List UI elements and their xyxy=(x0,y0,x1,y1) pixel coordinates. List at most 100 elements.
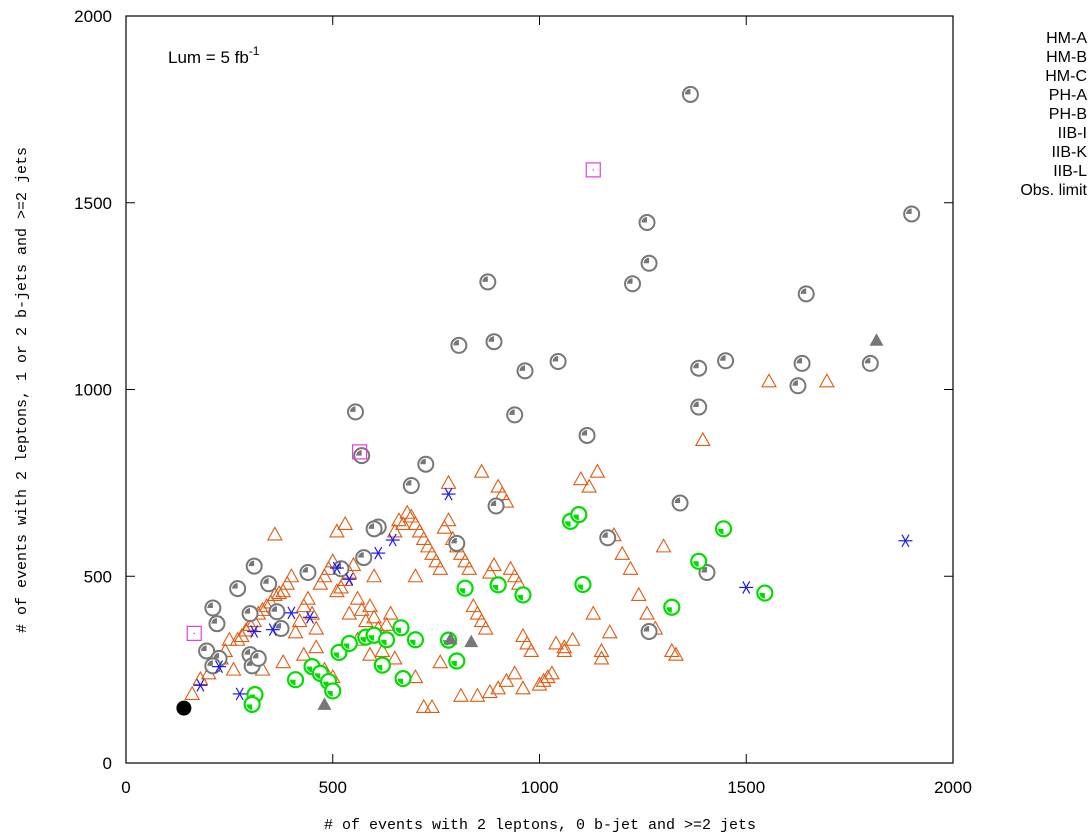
data-point xyxy=(717,352,735,370)
data-point xyxy=(452,545,469,560)
data-point xyxy=(593,642,610,658)
data-point xyxy=(663,598,681,616)
data-point xyxy=(640,623,658,641)
data-point xyxy=(614,545,631,560)
data-point xyxy=(441,487,456,501)
legend-entry: Obs. limit xyxy=(1020,182,1087,199)
data-point xyxy=(903,205,921,223)
data-point xyxy=(342,572,357,586)
data-point xyxy=(245,557,263,575)
data-point xyxy=(789,377,807,395)
data-point xyxy=(690,552,708,570)
data-point xyxy=(386,650,403,665)
legend-entry: IIB-L xyxy=(1053,163,1087,180)
data-point xyxy=(861,354,879,372)
data-point xyxy=(535,672,552,687)
data-point xyxy=(349,590,366,605)
data-point xyxy=(578,426,596,444)
data-point xyxy=(357,612,374,628)
data-point xyxy=(585,605,602,620)
data-point xyxy=(581,478,598,493)
legend-entry: HM-B xyxy=(1046,49,1087,66)
data-point xyxy=(601,624,618,639)
data-point xyxy=(371,546,386,560)
x-tick-label: 1000 xyxy=(521,778,559,797)
data-point xyxy=(254,601,271,616)
data-point xyxy=(485,333,503,351)
data-point xyxy=(304,605,321,620)
x-tick-label: 500 xyxy=(319,778,347,797)
data-point xyxy=(366,568,383,583)
data-point xyxy=(284,606,299,620)
data-point xyxy=(523,642,540,658)
data-point xyxy=(494,485,511,501)
data-point xyxy=(640,254,658,272)
data-point xyxy=(514,586,532,604)
data-point xyxy=(473,612,490,628)
y-tick-label: 1000 xyxy=(74,381,112,400)
data-point xyxy=(366,609,383,624)
data-point xyxy=(506,406,524,424)
x-tick-label: 0 xyxy=(121,778,130,797)
data-point xyxy=(243,695,261,713)
data-point xyxy=(241,605,259,623)
data-point xyxy=(365,520,383,538)
data-point xyxy=(498,493,515,508)
data-point xyxy=(411,523,428,538)
data-point xyxy=(539,668,556,684)
legend-entry: IIB-I xyxy=(1058,125,1087,142)
data-point xyxy=(402,476,420,494)
data-point xyxy=(394,669,412,688)
data-point xyxy=(286,671,305,689)
data-point xyxy=(373,656,391,674)
data-point xyxy=(300,590,316,605)
data-point xyxy=(333,579,349,594)
data-point xyxy=(208,615,226,633)
data-point xyxy=(266,586,283,601)
data-point xyxy=(477,620,494,635)
data-point xyxy=(469,605,486,620)
data-point xyxy=(192,670,209,686)
data-point xyxy=(448,652,466,670)
data-point xyxy=(456,579,474,597)
data-point xyxy=(308,620,325,635)
data-point xyxy=(249,649,267,667)
data-point xyxy=(176,700,192,716)
data-point xyxy=(260,575,278,593)
data-point xyxy=(407,668,424,684)
data-point xyxy=(428,553,445,568)
data-point xyxy=(638,214,656,232)
data-point xyxy=(291,612,308,628)
data-point xyxy=(479,273,497,291)
data-point xyxy=(225,661,242,676)
axes: 0 500 1000 1500 2000 0 500 1000 1500 2000 xyxy=(74,7,972,797)
data-point xyxy=(506,665,523,680)
data-point xyxy=(622,560,639,575)
data-point xyxy=(212,660,227,674)
data-point xyxy=(452,687,469,702)
data-point xyxy=(671,494,689,512)
data-point xyxy=(312,575,329,590)
data-point xyxy=(531,676,548,691)
data-point xyxy=(698,564,716,582)
y-tick-label: 2000 xyxy=(74,7,112,26)
y-tick-label: 0 xyxy=(103,754,112,773)
data-point xyxy=(440,474,457,489)
data-point xyxy=(564,631,581,646)
data-point xyxy=(498,672,515,687)
data-point xyxy=(490,680,507,695)
data-point xyxy=(516,362,534,380)
data-point xyxy=(515,680,531,695)
data-point xyxy=(548,635,564,650)
data-point xyxy=(247,625,262,638)
legend: HM-A HM-B HM-C PH-A PH-B IIB-I IIB-K IIB-L Obs. … xyxy=(1020,30,1087,199)
data-point xyxy=(299,564,317,582)
data-point xyxy=(436,519,453,534)
data-point xyxy=(489,576,507,594)
data-point xyxy=(417,455,435,473)
data-point xyxy=(204,599,222,617)
data-point xyxy=(519,635,536,650)
data-point xyxy=(232,687,247,701)
series-ph-b xyxy=(193,487,913,701)
